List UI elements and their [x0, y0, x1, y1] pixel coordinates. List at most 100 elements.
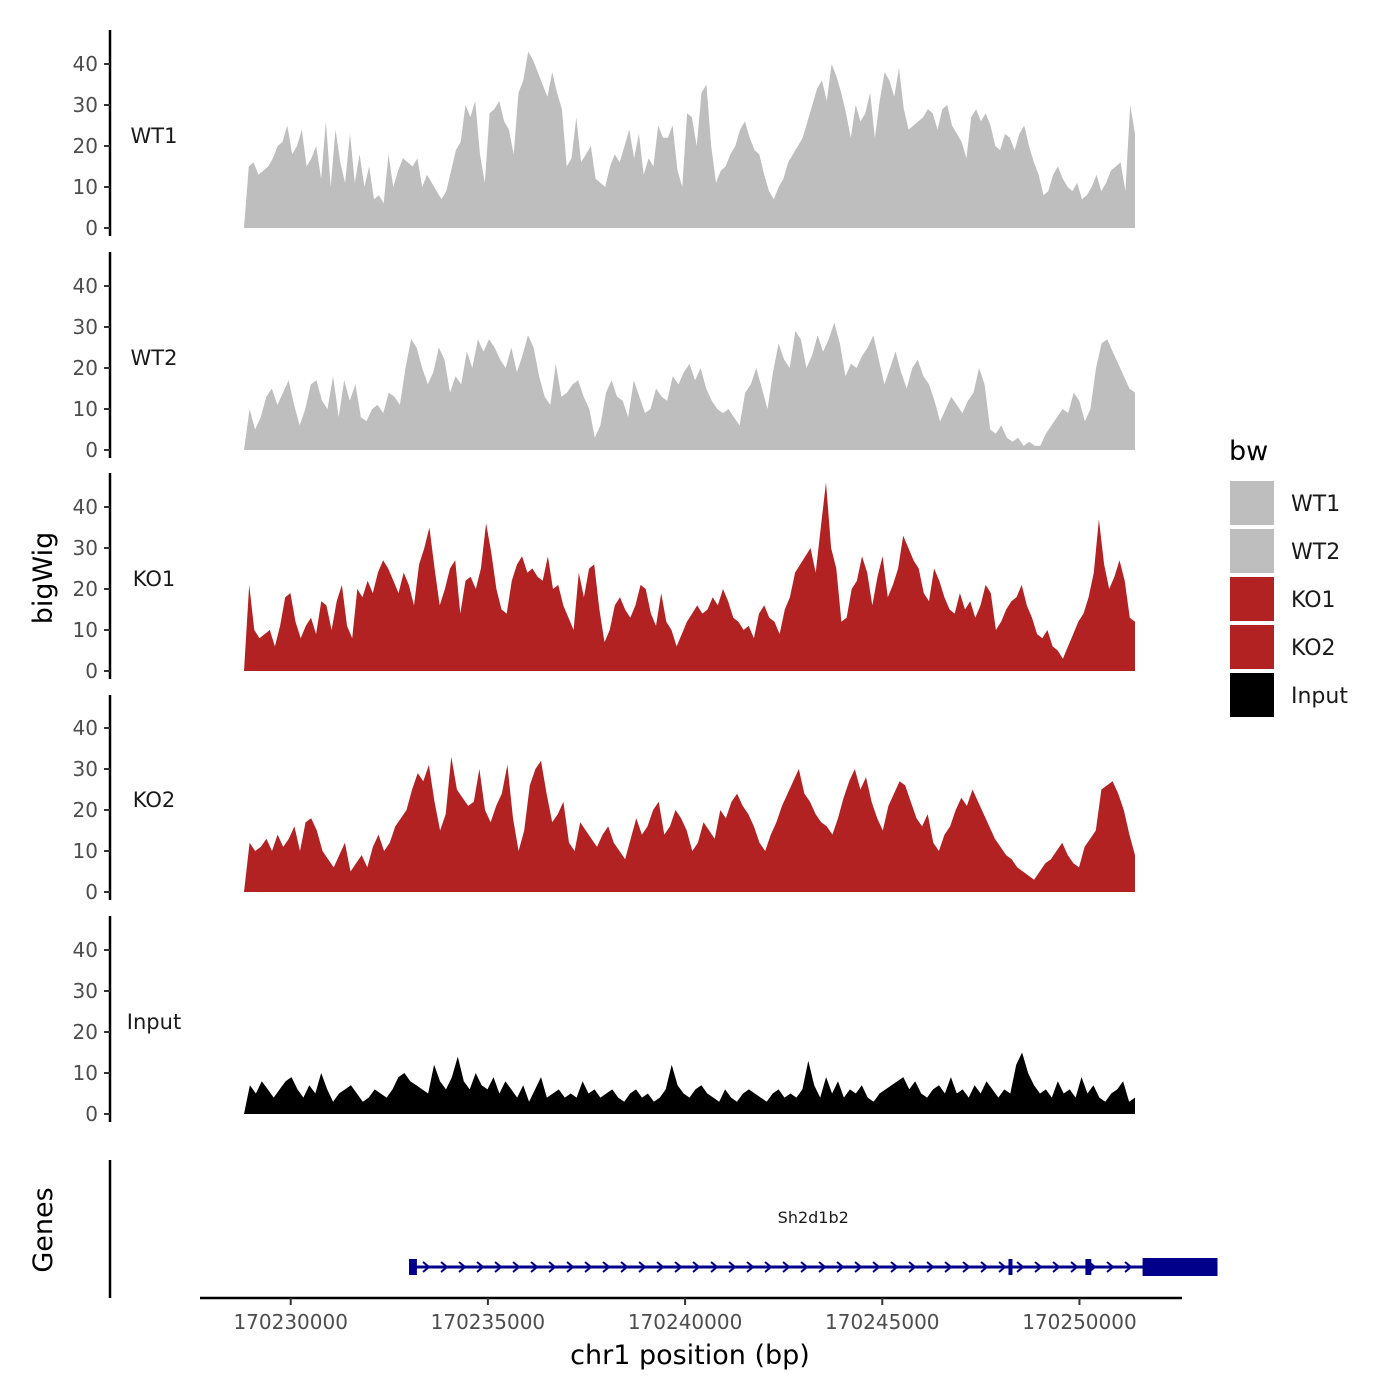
y-tick-label-input-30: 30: [73, 979, 98, 1003]
coverage-area-wt1: [244, 51, 1135, 229]
x-tick-label-170230000: 170230000: [233, 1310, 348, 1334]
legend-label-wt1: WT1: [1291, 492, 1340, 517]
y-tick-label-ko2-30: 30: [73, 757, 98, 781]
strand-chevron: [476, 1261, 485, 1273]
y-axes: 0 10 20 30 40 0 10 20 30 40 0 10 20 30 40 0 10 20 30 40 0 10 2…: [73, 30, 112, 1126]
x-tick-label-170250000: 170250000: [1022, 1310, 1137, 1334]
strand-chevron: [800, 1261, 809, 1273]
gene-exon-2: [1008, 1259, 1013, 1275]
y-tick-label-ko2-10: 10: [73, 839, 98, 863]
y-tick-label-ko1-30: 30: [73, 536, 98, 560]
genes-axis-title: Genes: [28, 1187, 59, 1272]
y-tick-label-input-40: 40: [73, 938, 98, 962]
gene-annotation-panel: Sh2d1b2: [108, 1160, 1218, 1298]
legend: bw WT1 WT2 KO1 KO2 Input: [1228, 436, 1348, 719]
legend-key-ko2: [1228, 623, 1276, 671]
y-tick-label-wt1-10: 10: [73, 175, 98, 199]
strand-chevron: [890, 1261, 899, 1273]
strand-chevron: [1106, 1261, 1115, 1273]
legend-label-wt2: WT2: [1291, 540, 1340, 565]
y-tick-label-wt1-20: 20: [73, 134, 98, 158]
strand-chevron: [602, 1261, 611, 1273]
strand-chevron: [962, 1261, 971, 1273]
y-tick-label-ko2-20: 20: [73, 798, 98, 822]
y-tick-label-ko1-40: 40: [73, 495, 98, 519]
legend-title: bw: [1229, 436, 1268, 467]
y-tick-label-wt1-30: 30: [73, 93, 98, 117]
strand-chevron: [926, 1261, 935, 1273]
y-tick-label-ko1-0: 0: [85, 659, 98, 683]
gene-exon-1: [409, 1259, 417, 1275]
gene-name-label: Sh2d1b2: [778, 1208, 849, 1227]
x-tick-label-170245000: 170245000: [825, 1310, 940, 1334]
strand-chevron: [872, 1261, 881, 1273]
y-tick-label-wt2-20: 20: [73, 356, 98, 380]
strand-chevron: [656, 1261, 665, 1273]
y-tick-label-input-20: 20: [73, 1020, 98, 1044]
strand-chevron: [422, 1261, 431, 1273]
strand-chevron: [530, 1261, 539, 1273]
legend-label-input: Input: [1291, 684, 1348, 709]
strand-chevron: [584, 1261, 593, 1273]
legend-key-wt1: [1228, 479, 1276, 527]
track-label-input: Input: [127, 1010, 181, 1034]
strand-chevron: [836, 1261, 845, 1273]
y-tick-label-wt1-0: 0: [85, 216, 98, 240]
track-label-ko2: KO2: [133, 788, 176, 812]
strand-chevron: [764, 1261, 773, 1273]
coverage-area-ko2: [244, 756, 1135, 892]
strand-chevron: [710, 1261, 719, 1273]
legend-label-ko2: KO2: [1291, 636, 1336, 661]
strand-chevron: [692, 1261, 701, 1273]
strand-chevron: [998, 1261, 1007, 1273]
y-tick-label-ko2-40: 40: [73, 716, 98, 740]
strand-chevron: [944, 1261, 953, 1273]
strand-chevron: [638, 1261, 647, 1273]
legend-key-wt2: [1228, 527, 1276, 575]
strand-chevron: [782, 1261, 791, 1273]
strand-chevron: [728, 1261, 737, 1273]
strand-chevron: [854, 1261, 863, 1273]
y-axis-title: bigWig: [28, 532, 59, 625]
track-label-wt1: WT1: [131, 124, 178, 148]
strand-chevron: [548, 1261, 557, 1273]
legend-key-ko1: [1228, 575, 1276, 623]
y-tick-label-wt2-40: 40: [73, 274, 98, 298]
y-tick-label-input-10: 10: [73, 1061, 98, 1085]
x-axis: 170230000 170235000 170240000 170245000 1702…: [200, 1296, 1182, 1334]
x-axis-title: chr1 position (bp): [570, 1340, 810, 1371]
x-tick-label-170240000: 170240000: [628, 1310, 743, 1334]
coverage-area-input: [244, 1052, 1135, 1114]
y-tick-label-wt2-30: 30: [73, 315, 98, 339]
x-tick-label-170235000: 170235000: [431, 1310, 546, 1334]
track-label-ko1: KO1: [133, 567, 176, 591]
y-tick-label-wt2-10: 10: [73, 397, 98, 421]
y-tick-label-wt2-0: 0: [85, 438, 98, 462]
legend-label-ko1: KO1: [1291, 588, 1336, 613]
strand-chevron: [566, 1261, 575, 1273]
strand-chevron: [980, 1261, 989, 1273]
y-tick-label-ko1-10: 10: [73, 618, 98, 642]
strand-chevron: [1016, 1261, 1025, 1273]
strand-chevron: [458, 1261, 467, 1273]
strand-chevron: [512, 1261, 521, 1273]
coverage-area-wt2: [244, 322, 1135, 450]
gene-exon-4: [1142, 1258, 1218, 1276]
strand-chevron: [746, 1261, 755, 1273]
y-tick-label-ko1-20: 20: [73, 577, 98, 601]
coverage-area-ko1: [244, 482, 1135, 671]
y-tick-label-ko2-0: 0: [85, 880, 98, 904]
coverage-tracks: WT1 WT2 KO1 KO2 Input: [127, 51, 1135, 1114]
strand-chevron: [494, 1261, 503, 1273]
strand-chevron: [1052, 1261, 1061, 1273]
strand-chevron: [620, 1261, 629, 1273]
strand-chevron: [1070, 1261, 1079, 1273]
y-tick-label-wt1-40: 40: [73, 52, 98, 76]
gene-exon-3: [1085, 1259, 1092, 1275]
track-label-wt2: WT2: [131, 346, 178, 370]
strand-chevron: [1124, 1261, 1133, 1273]
strand-chevron: [674, 1261, 683, 1273]
legend-key-input: [1228, 671, 1276, 719]
strand-chevron: [908, 1261, 917, 1273]
